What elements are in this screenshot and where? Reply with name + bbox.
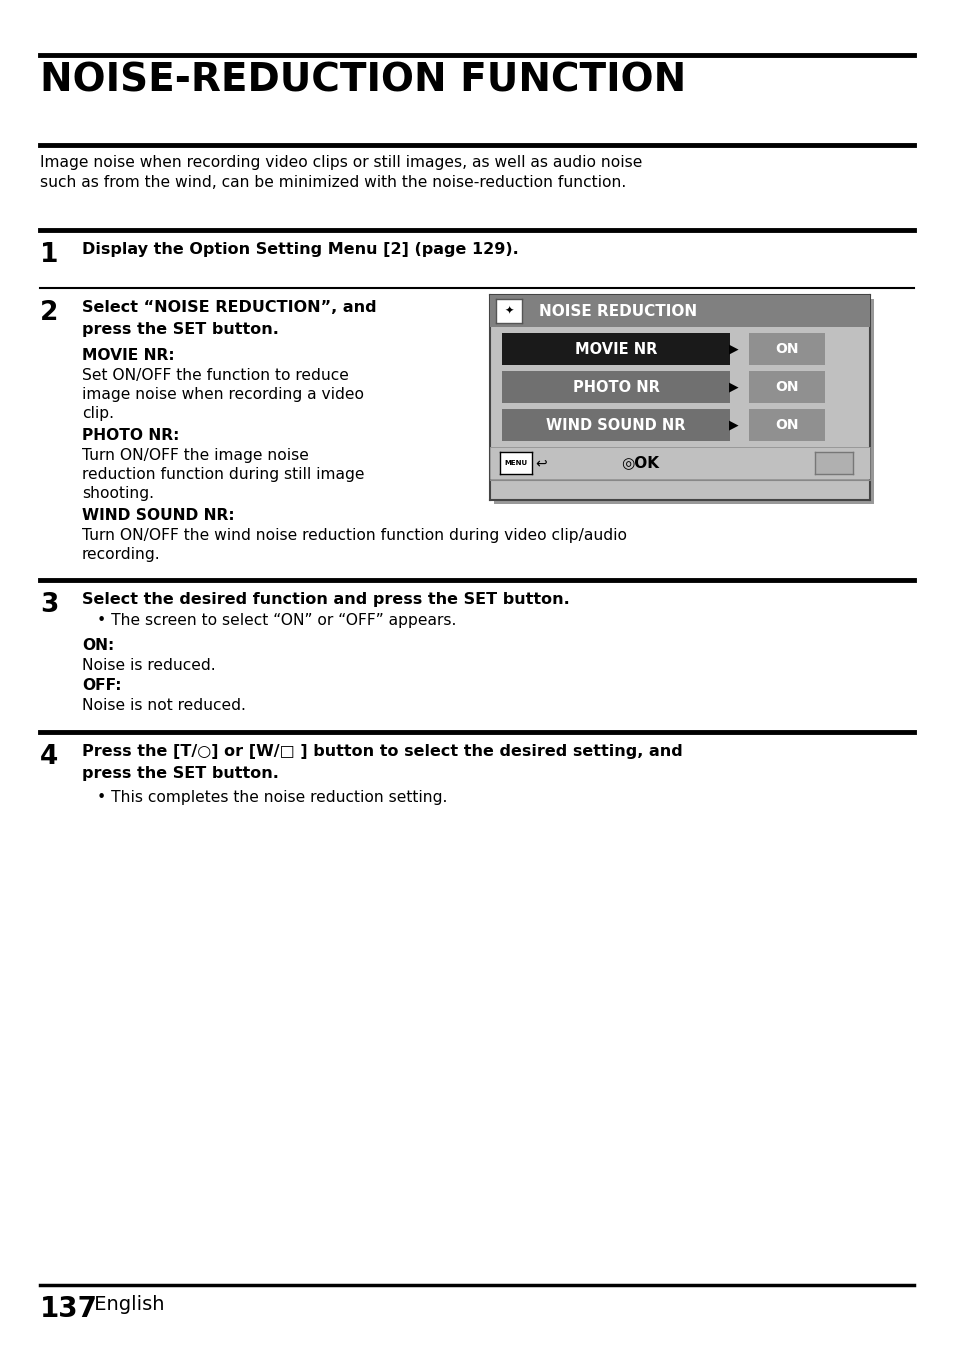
Text: Press the [T/○] or [W/□ ] button to select the desired setting, and: Press the [T/○] or [W/□ ] button to sele… [82, 744, 682, 759]
Text: Select the desired function and press the SET button.: Select the desired function and press th… [82, 593, 569, 608]
Text: English: English [88, 1295, 164, 1314]
Text: Noise is not reduced.: Noise is not reduced. [82, 698, 246, 713]
Text: ON:: ON: [82, 639, 114, 653]
Text: • This completes the noise reduction setting.: • This completes the noise reduction set… [97, 790, 447, 805]
Text: ON: ON [775, 342, 798, 356]
Text: press the SET button.: press the SET button. [82, 323, 278, 338]
Text: Display the Option Setting Menu [2] (page 129).: Display the Option Setting Menu [2] (pag… [82, 242, 518, 256]
Text: ▶: ▶ [728, 381, 738, 393]
Text: WIND SOUND NR:: WIND SOUND NR: [82, 508, 234, 522]
Text: MOVIE NR: MOVIE NR [575, 342, 657, 356]
Text: 2: 2 [40, 300, 58, 325]
Text: 3: 3 [40, 593, 58, 618]
Text: ↩: ↩ [535, 456, 546, 470]
Text: Turn ON/OFF the wind noise reduction function during video clip/audio
recording.: Turn ON/OFF the wind noise reduction fun… [82, 528, 626, 562]
Text: ▶: ▶ [728, 343, 738, 355]
Text: ▶: ▶ [728, 418, 738, 432]
Text: Image noise when recording video clips or still images, as well as audio noise
s: Image noise when recording video clips o… [40, 155, 641, 190]
Text: MENU: MENU [504, 460, 527, 466]
Text: MOVIE NR:: MOVIE NR: [82, 348, 174, 363]
Text: Select “NOISE REDUCTION”, and: Select “NOISE REDUCTION”, and [82, 300, 376, 315]
Text: ✦: ✦ [504, 306, 513, 316]
Text: ON: ON [775, 418, 798, 432]
Text: Noise is reduced.: Noise is reduced. [82, 657, 215, 674]
Text: ◎OK: ◎OK [620, 455, 659, 471]
Text: Turn ON/OFF the image noise
reduction function during still image
shooting.: Turn ON/OFF the image noise reduction fu… [82, 448, 364, 501]
Text: 4: 4 [40, 744, 58, 769]
Text: PHOTO NR:: PHOTO NR: [82, 428, 179, 443]
Text: PHOTO NR: PHOTO NR [572, 379, 659, 394]
Text: WIND SOUND NR: WIND SOUND NR [546, 417, 685, 432]
Text: Set ON/OFF the function to reduce
image noise when recording a video
clip.: Set ON/OFF the function to reduce image … [82, 369, 364, 421]
Text: 137: 137 [40, 1295, 98, 1323]
Text: 1: 1 [40, 242, 58, 269]
Text: • The screen to select “ON” or “OFF” appears.: • The screen to select “ON” or “OFF” app… [97, 613, 456, 628]
Text: NOISE-REDUCTION FUNCTION: NOISE-REDUCTION FUNCTION [40, 62, 685, 100]
Text: OFF:: OFF: [82, 678, 121, 693]
Text: press the SET button.: press the SET button. [82, 765, 278, 782]
Text: ON: ON [775, 379, 798, 394]
Text: NOISE REDUCTION: NOISE REDUCTION [538, 304, 697, 319]
